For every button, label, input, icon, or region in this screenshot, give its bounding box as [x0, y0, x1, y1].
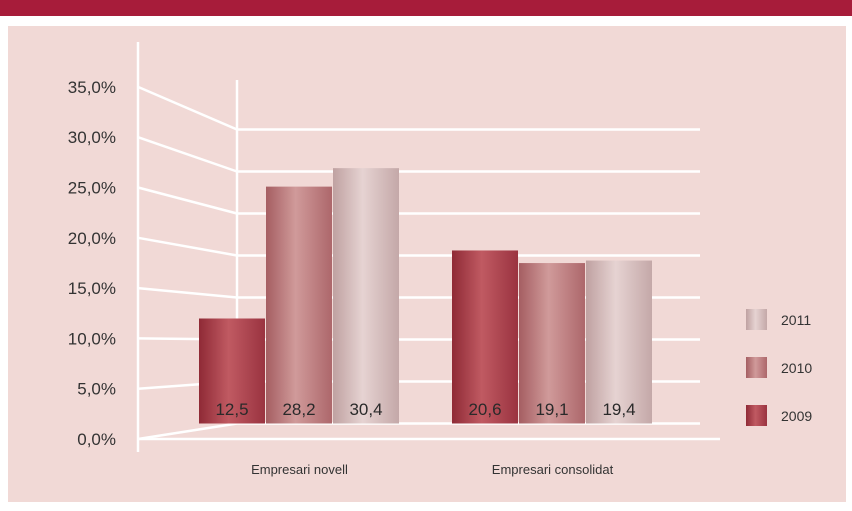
floor-diagonal	[137, 422, 238, 441]
y-tick-label: 20,0%	[68, 229, 116, 248]
y-tick-label: 5,0%	[77, 380, 116, 399]
y-tick-label: 35,0%	[68, 78, 116, 97]
gridline-diagonal	[137, 85, 238, 131]
y-tick-label: 25,0%	[68, 179, 116, 198]
data-label: 12,5	[215, 400, 248, 419]
bar-2009-consolidat	[452, 250, 518, 424]
legend-swatch-2011	[746, 309, 767, 330]
data-labels: 12,5 28,2 30,4 20,6 19,1 19,4	[215, 400, 635, 419]
y-tick-label: 30,0%	[68, 128, 116, 147]
y-tick-label: 0,0%	[77, 430, 116, 449]
data-label: 19,1	[535, 400, 568, 419]
category-label: Empresari novell	[251, 462, 348, 477]
gridline-diagonal	[137, 186, 238, 215]
legend-label-2009: 2009	[781, 408, 812, 424]
gridline-diagonal	[137, 236, 238, 257]
data-label: 30,4	[349, 400, 382, 419]
header-bar	[0, 0, 852, 16]
y-tick-label: 15,0%	[68, 279, 116, 298]
data-label: 28,2	[282, 400, 315, 419]
category-labels: Empresari novell Empresari consolidat	[251, 462, 613, 477]
legend-label-2010: 2010	[781, 360, 812, 376]
gridline-diagonal	[137, 136, 238, 173]
bar-2011-novell	[333, 168, 399, 424]
bar-2010-novell	[266, 186, 332, 424]
data-label: 19,4	[602, 400, 635, 419]
legend-swatch-2010	[746, 357, 767, 378]
legend-label-2011: 2011	[781, 312, 811, 328]
y-tick-labels: 0,0% 5,0% 10,0% 15,0% 20,0% 25,0% 30,0% 35,0%	[68, 78, 116, 449]
gridline-diagonal	[137, 286, 238, 299]
legend: 2011 2010 2009	[746, 309, 812, 426]
bar-2011-consolidat	[586, 260, 652, 424]
bar-2009-novell	[199, 318, 265, 424]
data-label: 20,6	[468, 400, 501, 419]
category-label: Empresari consolidat	[492, 462, 614, 477]
bar-2010-consolidat	[519, 263, 585, 424]
legend-swatch-2009	[746, 405, 767, 426]
y-tick-label: 10,0%	[68, 329, 116, 348]
bars	[199, 168, 652, 424]
